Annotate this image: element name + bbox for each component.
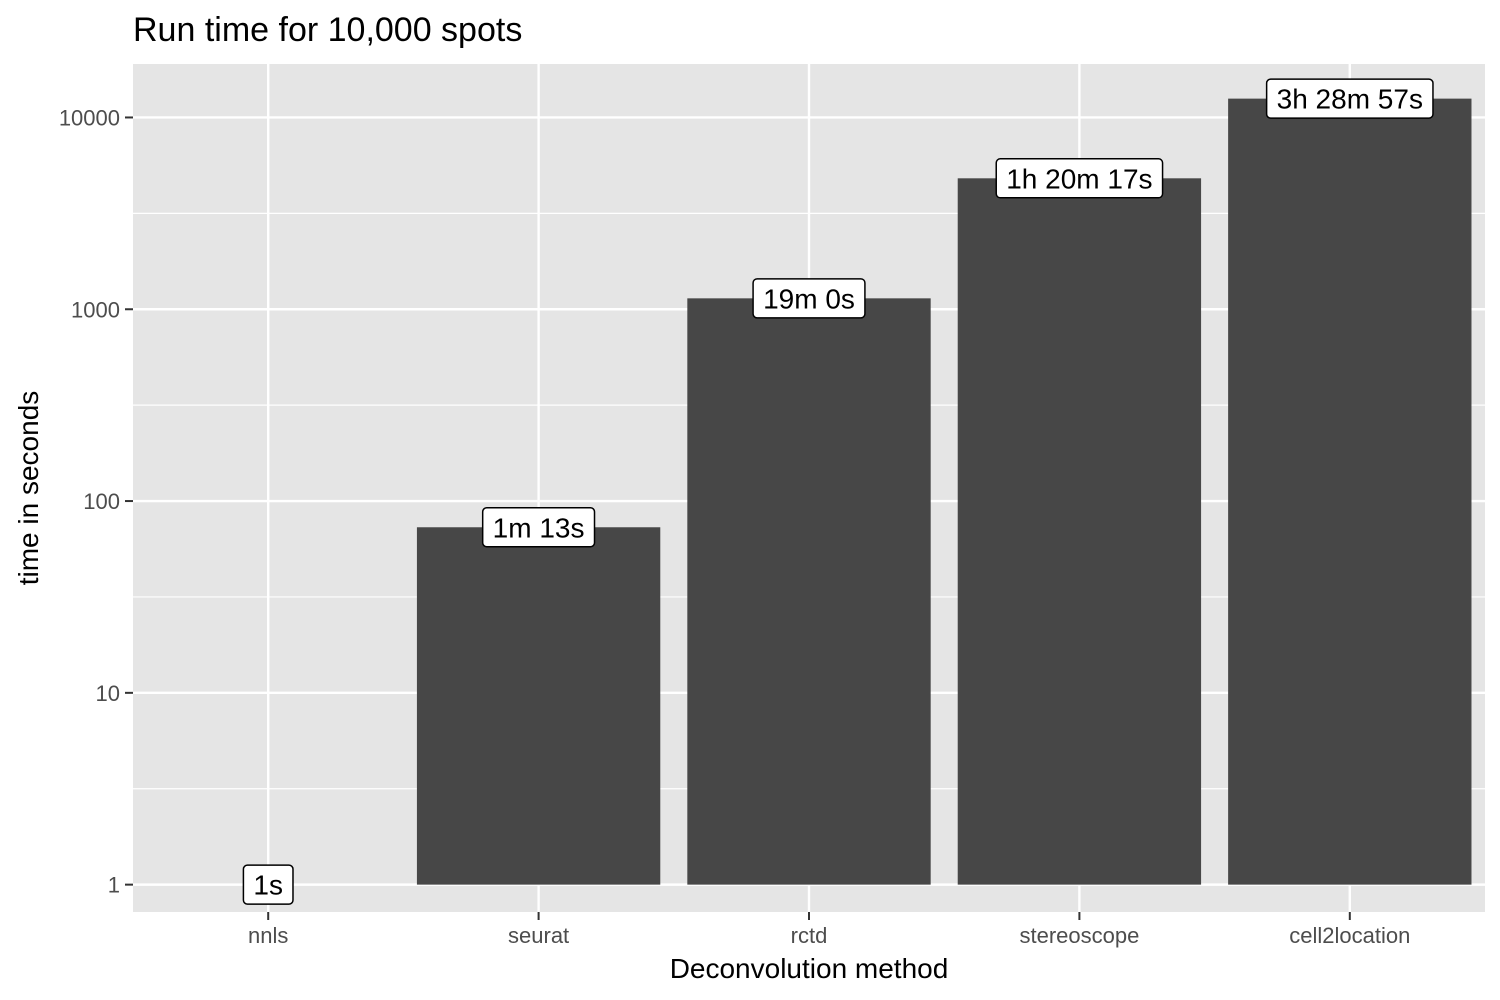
data-label-box [242,864,294,905]
bars [416,98,1472,885]
data-label-box [995,158,1164,199]
data-label-text: 1s [253,870,283,901]
bar-stereoscope [957,178,1202,885]
bar-seurat [416,527,661,885]
data-label-seurat: 1m 13s [481,507,596,548]
y-tick-label: 1000 [71,297,120,322]
y-axis: 1 10 100 1000 10000 [59,105,133,898]
data-label-cell2location: 3h 28m 57s [1265,78,1434,119]
data-label-nnls: 1s [242,864,294,905]
bar-rctd [687,298,931,885]
x-axis-title: Deconvolution method [670,953,949,984]
data-label-box [752,278,866,319]
data-label-box [1265,78,1434,119]
y-tick-label: 10 [96,681,120,706]
data-label-rctd: 19m 0s [752,278,866,319]
x-tick-label-stereoscope: stereoscope [1019,923,1139,948]
data-label-box [481,507,596,548]
data-labels: 1s 1m 13s 19m 0s 1h 20m 17s 3h 28m 57s [242,78,1434,905]
x-tick-label-seurat: seurat [508,923,569,948]
data-label-stereoscope: 1h 20m 17s [995,158,1164,199]
bar-cell2location [1228,98,1472,885]
data-label-text: 1h 20m 17s [1006,163,1152,194]
x-axis: nnls seurat rctd stereoscope cell2location [248,912,1410,948]
data-label-text: 3h 28m 57s [1277,84,1423,115]
data-label-text: 1m 13s [493,512,585,543]
x-tick-label-rctd: rctd [791,923,828,948]
y-tick-label: 1 [108,873,120,898]
y-axis-title: time in seconds [13,391,44,586]
y-tick-label: 100 [83,489,120,514]
x-tick-label-nnls: nnls [248,923,288,948]
data-label-text: 19m 0s [763,283,855,314]
y-tick-label: 10000 [59,105,120,130]
x-tick-label-cell2location: cell2location [1289,923,1410,948]
chart-title: Run time for 10,000 spots [133,11,522,49]
